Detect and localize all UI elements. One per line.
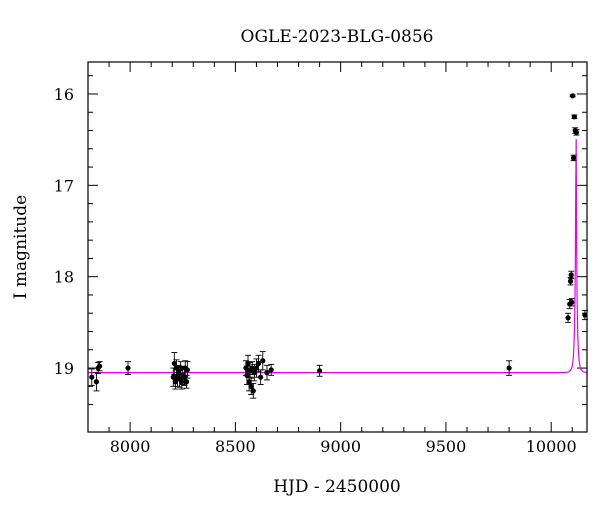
data-marker xyxy=(264,370,270,376)
data-point xyxy=(125,361,132,375)
x-axis-label: HJD - 2450000 xyxy=(273,477,401,497)
data-marker xyxy=(571,114,577,120)
data-marker xyxy=(255,360,262,367)
data-marker xyxy=(573,129,580,135)
data-marker xyxy=(568,272,574,278)
x-tick-label: 8000 xyxy=(110,437,151,456)
data-marker xyxy=(258,374,264,380)
data-marker xyxy=(565,315,571,321)
data-marker xyxy=(250,388,256,394)
data-point xyxy=(88,368,95,386)
x-tick-label: 10000 xyxy=(526,437,577,456)
data-point xyxy=(268,363,275,376)
axis-ticks xyxy=(87,62,587,432)
data-point xyxy=(569,93,576,99)
data-point xyxy=(568,270,575,279)
data-point xyxy=(184,361,191,379)
plot-frame xyxy=(87,61,588,433)
data-point xyxy=(571,114,578,120)
x-tick-label: 8500 xyxy=(215,437,256,456)
data-marker xyxy=(569,299,575,305)
data-marker xyxy=(248,383,254,389)
data-marker xyxy=(246,379,252,385)
chart-title: OGLE-2023-BLG-0856 xyxy=(241,27,434,47)
axis-tick-labels: 8000 8500 9000 9500 10000 16 17 18 19 xyxy=(54,85,577,456)
data-marker xyxy=(260,358,266,364)
data-marker xyxy=(93,379,100,385)
data-point xyxy=(243,365,250,385)
data-point xyxy=(570,154,577,162)
data-marker xyxy=(249,365,255,371)
y-tick-label: 18 xyxy=(54,268,74,287)
data-marker xyxy=(172,379,178,385)
data-point xyxy=(568,298,575,307)
y-tick-label: 17 xyxy=(54,176,74,195)
y-tick-label: 19 xyxy=(54,359,74,378)
data-point xyxy=(183,374,190,389)
data-point xyxy=(263,364,270,381)
y-tick-label: 16 xyxy=(54,85,74,104)
data-marker xyxy=(570,155,577,161)
data-marker xyxy=(179,379,185,385)
data-marker xyxy=(268,367,274,373)
data-marker xyxy=(89,374,95,380)
model-curve xyxy=(88,139,588,374)
data-marker xyxy=(317,368,323,374)
data-point xyxy=(567,277,574,286)
data-marker xyxy=(253,365,260,371)
data-marker xyxy=(125,365,131,371)
data-marker xyxy=(96,363,103,369)
x-tick-label: 9000 xyxy=(320,437,361,456)
x-tick-label: 9500 xyxy=(426,437,467,456)
plot-area: 8000 8500 9000 9500 10000 16 17 18 19 xyxy=(54,61,588,456)
data-point xyxy=(250,383,257,399)
data-point xyxy=(93,372,100,392)
data-point xyxy=(573,129,580,136)
data-point xyxy=(259,351,266,371)
data-marker xyxy=(570,93,576,99)
data-marker xyxy=(582,312,588,318)
data-point xyxy=(316,364,323,377)
data-point xyxy=(506,360,513,376)
y-axis-label: I magnitude xyxy=(11,195,31,299)
data-point xyxy=(565,312,572,323)
data-marker xyxy=(183,379,190,385)
data-marker xyxy=(506,365,512,371)
data-marker xyxy=(567,278,574,284)
data-marker xyxy=(171,360,177,367)
data-marker xyxy=(244,372,250,378)
data-point xyxy=(96,361,103,372)
data-marker xyxy=(184,367,190,373)
data-points xyxy=(88,93,588,399)
